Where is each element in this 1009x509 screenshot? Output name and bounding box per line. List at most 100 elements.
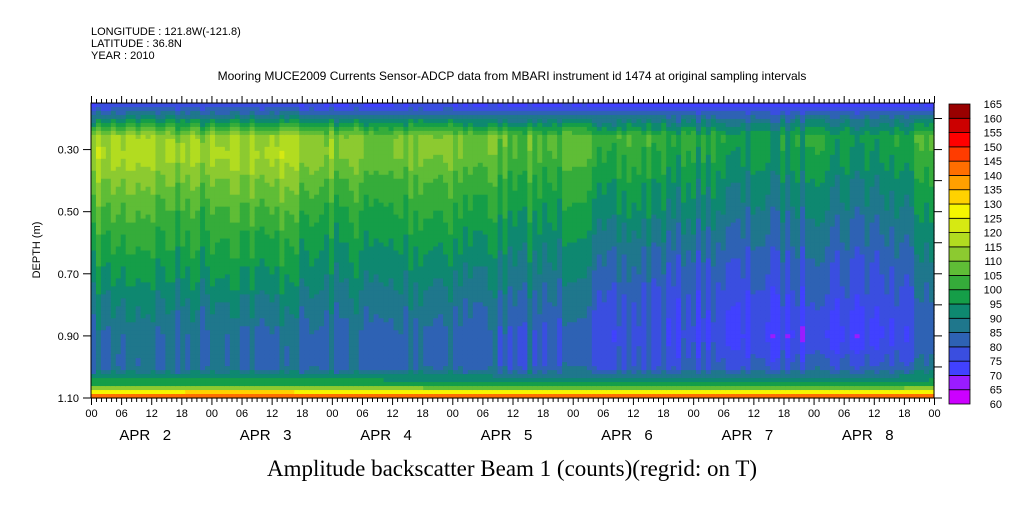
heatmap-cell (150, 146, 157, 152)
heatmap-cell (343, 306, 350, 311)
heatmap-cell (120, 114, 127, 120)
heatmap-cell (180, 106, 186, 112)
heatmap-cell (165, 298, 171, 303)
heatmap-cell (358, 314, 365, 319)
heatmap-cell (229, 246, 236, 252)
heatmap-cell (239, 390, 246, 395)
heatmap-cell (180, 350, 186, 355)
heatmap-cell (304, 134, 310, 140)
heatmap-cell (234, 158, 241, 164)
heatmap-cell (358, 138, 365, 144)
heatmap-cell (185, 170, 191, 176)
heatmap-cell (91, 118, 97, 124)
heatmap-cell (314, 198, 320, 204)
heatmap-cell (180, 174, 186, 180)
heatmap-cell (214, 174, 221, 180)
heatmap-cell (309, 162, 315, 168)
heatmap-cell (254, 146, 261, 152)
heatmap-cell (294, 186, 300, 192)
heatmap-cell (348, 350, 355, 355)
heatmap-cell (190, 222, 196, 228)
heatmap-cell (254, 242, 261, 248)
heatmap-cell (155, 154, 162, 160)
heatmap-cell (110, 230, 117, 236)
heatmap-cell (224, 378, 231, 383)
heatmap-cell (130, 230, 137, 236)
heatmap-cell (324, 218, 330, 224)
heatmap-cell (170, 146, 176, 152)
heatmap-cell (368, 258, 375, 264)
heatmap-cell (145, 110, 152, 116)
heatmap-cell (229, 174, 236, 180)
heatmap-cell (120, 282, 127, 287)
heatmap-cell (91, 326, 97, 331)
heatmap-cell (219, 126, 226, 132)
heatmap-cell (398, 390, 405, 395)
heatmap-cell (155, 282, 162, 287)
heatmap-cell (140, 354, 147, 359)
heatmap-cell (140, 103, 147, 108)
heatmap-cell (259, 262, 266, 268)
heatmap-cell (125, 178, 132, 184)
heatmap-cell (105, 190, 112, 196)
heatmap-cell (120, 210, 127, 216)
heatmap-cell (165, 234, 171, 240)
heatmap-cell (348, 106, 355, 112)
heatmap-cell (314, 234, 320, 240)
heatmap-cell (135, 242, 142, 248)
heatmap-cell (239, 366, 246, 371)
heatmap-cell (363, 234, 370, 240)
heatmap-cell (393, 262, 400, 268)
heatmap-cell (348, 154, 355, 160)
heatmap-cell (329, 206, 335, 212)
heatmap-cell (145, 270, 152, 276)
heatmap-cell (373, 150, 380, 156)
heatmap-cell (105, 214, 112, 220)
heatmap-cell (205, 322, 211, 327)
heatmap-cell (324, 174, 330, 180)
heatmap-cell (319, 206, 325, 212)
heatmap-cell (219, 266, 226, 272)
heatmap-cell (160, 394, 166, 399)
heatmap-cell (170, 374, 176, 379)
heatmap-cell (210, 103, 216, 108)
heatmap-cell (304, 218, 310, 224)
heatmap-cell (294, 270, 300, 276)
heatmap-cell (254, 258, 261, 264)
heatmap-cell (294, 274, 300, 280)
heatmap-cell (269, 238, 276, 244)
heatmap-cell (368, 150, 375, 156)
heatmap-cell (244, 386, 251, 391)
heatmap-cell (319, 390, 325, 395)
heatmap-cell (205, 282, 211, 287)
heatmap-cell (180, 238, 186, 244)
heatmap-cell (423, 206, 429, 212)
heatmap-cell (135, 314, 142, 319)
heatmap-cell (200, 206, 206, 212)
heatmap-cell (319, 214, 325, 220)
heatmap-cell (284, 286, 290, 291)
heatmap-cell (304, 374, 310, 379)
heatmap-cell (289, 166, 295, 172)
heatmap-cell (304, 202, 310, 208)
heatmap-cell (353, 282, 360, 287)
heatmap-cell (190, 238, 196, 244)
heatmap-cell (140, 142, 147, 148)
heatmap-cell (338, 306, 345, 311)
heatmap-cell (319, 358, 325, 363)
heatmap-cell (150, 234, 157, 240)
heatmap-cell (110, 390, 117, 395)
heatmap-cell (373, 122, 380, 128)
heatmap-cell (269, 214, 276, 220)
heatmap-cell (150, 238, 157, 244)
heatmap-cell (299, 290, 305, 295)
heatmap-cell (413, 294, 419, 299)
heatmap-cell (185, 362, 191, 367)
heatmap-cell (105, 366, 112, 371)
heatmap-cell (279, 114, 285, 120)
heatmap-cell (274, 374, 281, 379)
heatmap-cell (234, 314, 241, 319)
heatmap-cell (195, 126, 201, 132)
heatmap-cell (418, 110, 424, 116)
heatmap-cell (244, 334, 251, 339)
